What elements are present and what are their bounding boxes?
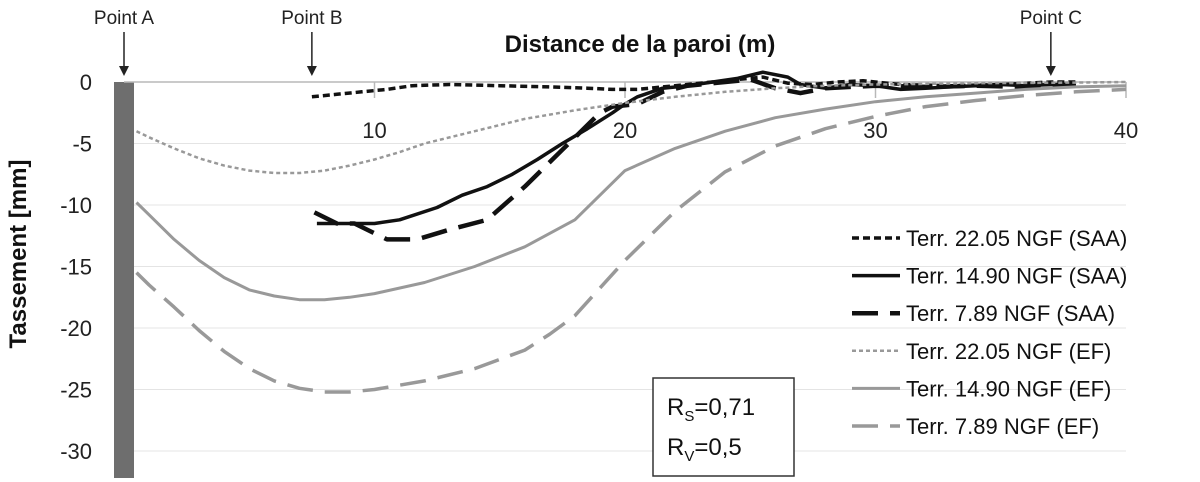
y-tick-label: -10 xyxy=(60,193,92,218)
point-label: Point C xyxy=(1020,8,1082,29)
rv-annotation: RV=0,5 xyxy=(667,434,742,465)
legend-label: Terr. 7.89 NGF (SAA) xyxy=(906,301,1115,326)
annotation-frame xyxy=(652,377,795,477)
wall-bar xyxy=(114,82,134,478)
rs-annotation: RS=0,71 xyxy=(667,394,755,425)
legend-label: Terr. 7.89 NGF (EF) xyxy=(906,414,1099,439)
point-arrowhead xyxy=(119,66,129,76)
y-tick-label: -30 xyxy=(60,439,92,464)
point-markers: Point A Point B Point C xyxy=(94,8,1082,76)
y-tick-label: -15 xyxy=(60,255,92,280)
series-line xyxy=(135,87,1127,394)
legend: Terr. 22.05 NGF (SAA) Terr. 14.90 NGF (SA… xyxy=(852,226,1127,439)
legend-label: Terr. 14.90 NGF (EF) xyxy=(906,376,1111,401)
x-tick-label: 40 xyxy=(1114,118,1138,143)
legend-label: Terr. 22.05 NGF (SAA) xyxy=(906,226,1127,251)
series-line xyxy=(135,80,1127,175)
y-tick-label: -25 xyxy=(60,378,92,403)
ratio-annotation-box: RS=0,71 RV=0,5 xyxy=(652,377,795,477)
y-tick-label: -5 xyxy=(72,132,92,157)
x-axis-title: Distance de la paroi (m) xyxy=(505,31,776,58)
y-tick-labels: 0 -5 -10 -15 -20 -25 -30 xyxy=(60,70,92,464)
point-label: Point A xyxy=(94,8,155,29)
grid-lines xyxy=(124,82,1127,452)
series-lines xyxy=(135,70,1127,394)
y-axis-title: Tassement [mm] xyxy=(5,160,32,349)
x-tick-labels: 10 20 30 40 xyxy=(362,118,1138,143)
legend-label: Terr. 14.90 NGF (SAA) xyxy=(906,264,1127,289)
legend-label: Terr. 22.05 NGF (EF) xyxy=(906,339,1111,364)
x-tick-label: 20 xyxy=(613,118,637,143)
series-line xyxy=(313,77,1077,242)
series-line xyxy=(135,84,1127,302)
point-arrowhead xyxy=(1045,66,1056,76)
y-tick-label: 0 xyxy=(80,70,92,95)
y-tick-label: -20 xyxy=(60,316,92,341)
point-label: Point B xyxy=(281,8,342,29)
point-arrowhead xyxy=(306,66,317,76)
x-tick-label: 30 xyxy=(863,118,887,143)
x-tick-label: 10 xyxy=(362,118,386,143)
